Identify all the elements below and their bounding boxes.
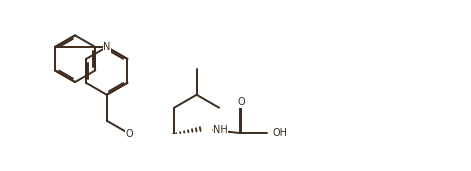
Text: O: O	[238, 97, 245, 107]
Text: N: N	[103, 42, 110, 52]
Text: NH: NH	[213, 125, 228, 135]
Text: OH: OH	[273, 128, 288, 138]
Text: O: O	[125, 129, 133, 139]
